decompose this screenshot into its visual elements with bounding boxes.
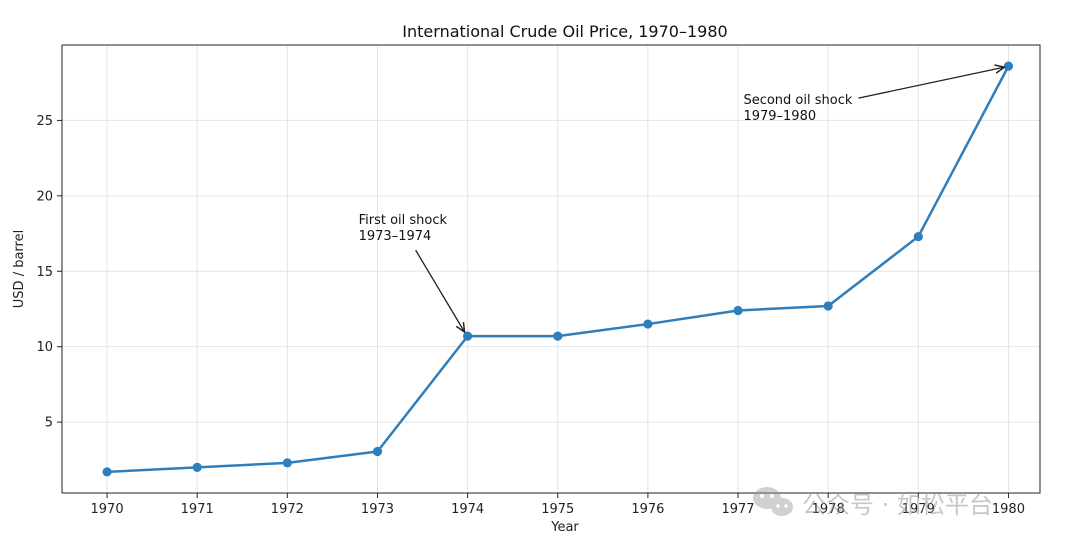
x-tick-label: 1980 xyxy=(992,502,1025,517)
data-point xyxy=(643,319,653,329)
y-axis-label: USD / barrel xyxy=(12,230,27,308)
x-tick-label: 1974 xyxy=(451,502,484,517)
data-point xyxy=(913,231,923,242)
annotation-label: Second oil shock 1979–1980 xyxy=(743,93,852,124)
data-point xyxy=(823,301,833,311)
annotation-line: First oil shock xyxy=(359,213,448,228)
grid-lines xyxy=(62,45,1040,493)
y-tick-label: 10 xyxy=(36,340,53,355)
series-layer xyxy=(102,61,1014,477)
x-tick-label: 1977 xyxy=(721,502,754,517)
data-point xyxy=(282,458,292,468)
annotation-line: Second oil shock xyxy=(743,93,852,108)
x-tick-label: 1973 xyxy=(361,502,394,517)
data-point xyxy=(553,331,563,341)
watermark-text: 公众号 · 如松平台 xyxy=(802,491,993,519)
x-axis-label: Year xyxy=(550,520,579,535)
data-point xyxy=(463,331,473,341)
y-tick-label: 25 xyxy=(36,114,53,129)
data-point xyxy=(372,446,383,457)
annotation-arrow xyxy=(415,249,465,332)
annotation-line: 1979–1980 xyxy=(743,109,816,124)
x-tick-label: 1978 xyxy=(812,502,845,517)
data-point xyxy=(1003,61,1014,71)
x-tick-label: 1976 xyxy=(631,502,664,517)
data-point xyxy=(192,462,202,472)
plot-area-frame xyxy=(61,44,1041,494)
x-axis-ticks: 1970 1971 1972 1973 1974 1975 1976 1977 1978 1979… xyxy=(91,493,1025,517)
annotation-arrow xyxy=(858,67,1004,99)
x-tick-label: 1975 xyxy=(541,502,574,517)
x-tick-label: 1972 xyxy=(271,502,304,517)
y-tick-label: 20 xyxy=(36,189,53,204)
annotation-label: First oil shock 1973–1974 xyxy=(359,213,448,244)
x-tick-label: 1979 xyxy=(902,502,935,517)
watermark: 公众号 · 如松平台 xyxy=(753,487,993,519)
y-axis-ticks: 5 10 15 20 25 xyxy=(36,114,62,431)
x-tick-label: 1970 xyxy=(91,502,124,517)
y-tick-label: 15 xyxy=(36,265,53,280)
y-tick-label: 5 xyxy=(45,416,53,431)
data-point xyxy=(102,467,112,477)
annotation-line: 1973–1974 xyxy=(359,229,432,244)
chart-title: International Crude Oil Price, 1970–1980 xyxy=(402,22,727,41)
data-point xyxy=(733,305,743,316)
x-tick-label: 1971 xyxy=(181,502,214,517)
annotations: First oil shock 1973–1974 Second oil shock… xyxy=(359,67,1005,332)
wechat-icon xyxy=(753,487,793,516)
